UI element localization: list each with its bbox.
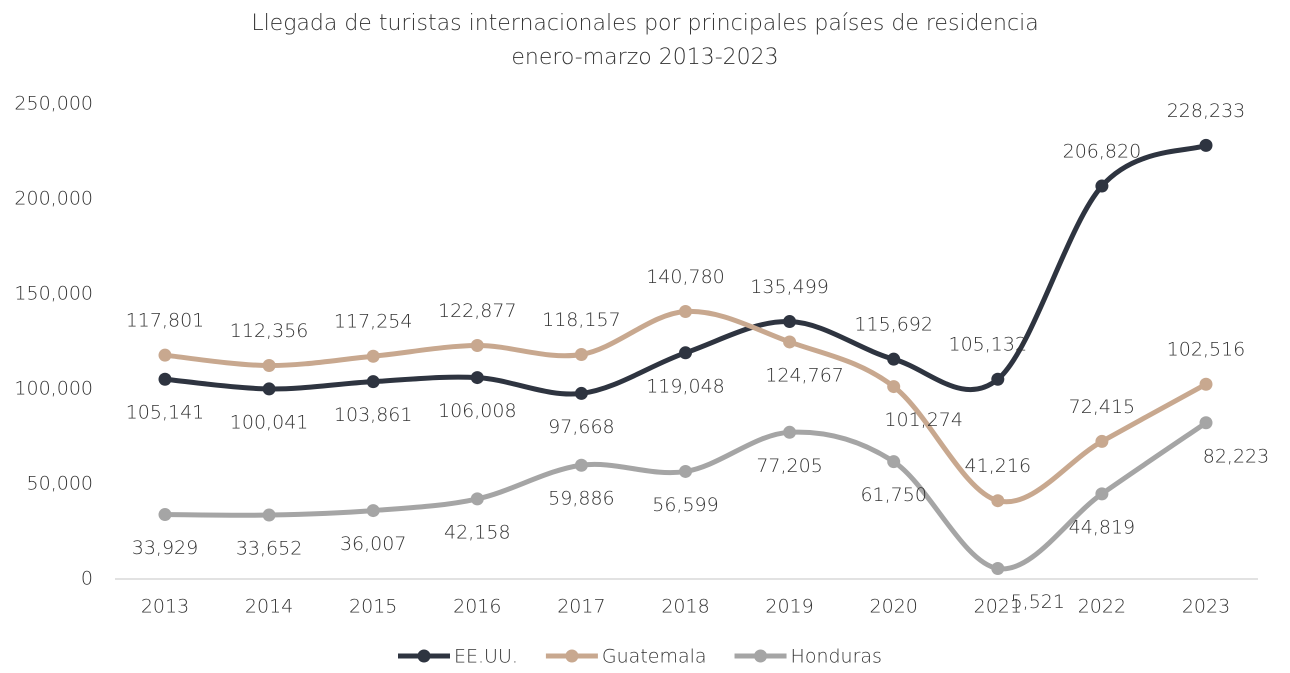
y-tick-label: 150,000 [14,283,93,305]
x-tick-label: 2019 [765,596,813,618]
data-label: 102,516 [1167,339,1246,361]
data-point [1095,487,1108,500]
data-label: 5,521 [1011,591,1065,613]
data-point [471,339,484,352]
data-point [679,465,692,478]
data-label: 42,158 [444,521,510,543]
data-label: 33,652 [236,538,302,560]
data-point [1095,435,1108,448]
data-point [159,508,172,521]
data-label: 105,132 [949,334,1028,356]
data-point [991,562,1004,575]
data-label: 119,048 [646,375,725,397]
data-point [263,359,276,372]
data-point [991,373,1004,386]
data-label: 41,216 [965,455,1031,477]
data-point [159,349,172,362]
x-tick-label: 2014 [245,596,293,618]
data-label: 118,157 [542,309,621,331]
data-point [575,387,588,400]
data-label: 124,767 [765,364,844,386]
data-point [575,459,588,472]
x-tick-label: 2022 [1078,596,1126,618]
data-label: 59,886 [548,488,614,510]
y-tick-label: 250,000 [14,93,93,115]
x-tick-label: 2015 [349,596,397,618]
data-label: 97,668 [548,416,614,438]
data-point [263,382,276,395]
chart-title: Llegada de turistas internacionales por … [251,11,1038,36]
chart: Llegada de turistas internacionales por … [0,0,1290,669]
data-label: 206,820 [1063,141,1142,163]
data-label: 140,780 [646,266,725,288]
data-point [159,373,172,386]
data-point [887,353,900,366]
data-point [471,492,484,505]
data-point [679,346,692,359]
data-label: 36,007 [340,533,406,555]
data-label: 100,041 [230,411,309,433]
data-point [679,305,692,318]
data-label: 101,274 [884,409,963,431]
data-label: 117,254 [334,311,413,333]
data-point [263,509,276,522]
x-tick-label: 2013 [141,596,189,618]
data-label: 44,819 [1069,516,1135,538]
data-label: 115,692 [854,314,933,336]
data-label: 61,750 [860,484,926,506]
data-label: 135,499 [750,276,829,298]
data-point [1200,139,1213,152]
x-tick-label: 2023 [1182,596,1230,618]
data-label: 33,929 [132,537,198,559]
x-tick-label: 2017 [557,596,605,618]
x-tick-label: 2016 [453,596,501,618]
data-point [1095,180,1108,193]
data-label: 228,233 [1167,100,1246,122]
data-point [575,348,588,361]
y-tick-label: 50,000 [27,473,93,495]
data-point [367,350,380,363]
legend-marker [565,650,578,663]
data-point [1200,378,1213,391]
data-label: 72,415 [1069,396,1135,418]
x-tick-label: 2020 [870,596,918,618]
data-label: 103,861 [334,404,413,426]
data-label: 122,877 [438,300,517,322]
data-point [783,426,796,439]
data-label: 82,223 [1203,445,1269,467]
legend-label: Honduras [791,646,882,668]
legend-marker [418,650,431,663]
data-point [367,375,380,388]
legend-marker [754,650,767,663]
y-tick-label: 100,000 [14,378,93,400]
data-label: 112,356 [230,320,309,342]
data-point [783,335,796,348]
data-point [1200,416,1213,429]
chart-subtitle: enero-marzo 2013-2023 [511,45,778,70]
legend-label: EE.UU. [454,646,518,668]
y-tick-label: 200,000 [14,188,93,210]
x-tick-label: 2018 [661,596,709,618]
data-label: 105,141 [126,402,205,424]
y-tick-label: 0 [81,568,93,590]
data-point [471,371,484,384]
data-point [991,494,1004,507]
data-label: 106,008 [438,400,517,422]
data-point [783,315,796,328]
data-point [887,380,900,393]
data-label: 117,801 [126,310,205,332]
legend-label: Guatemala [602,646,707,668]
data-point [887,455,900,468]
data-label: 77,205 [756,455,822,477]
data-point [367,504,380,517]
data-label: 56,599 [652,494,718,516]
